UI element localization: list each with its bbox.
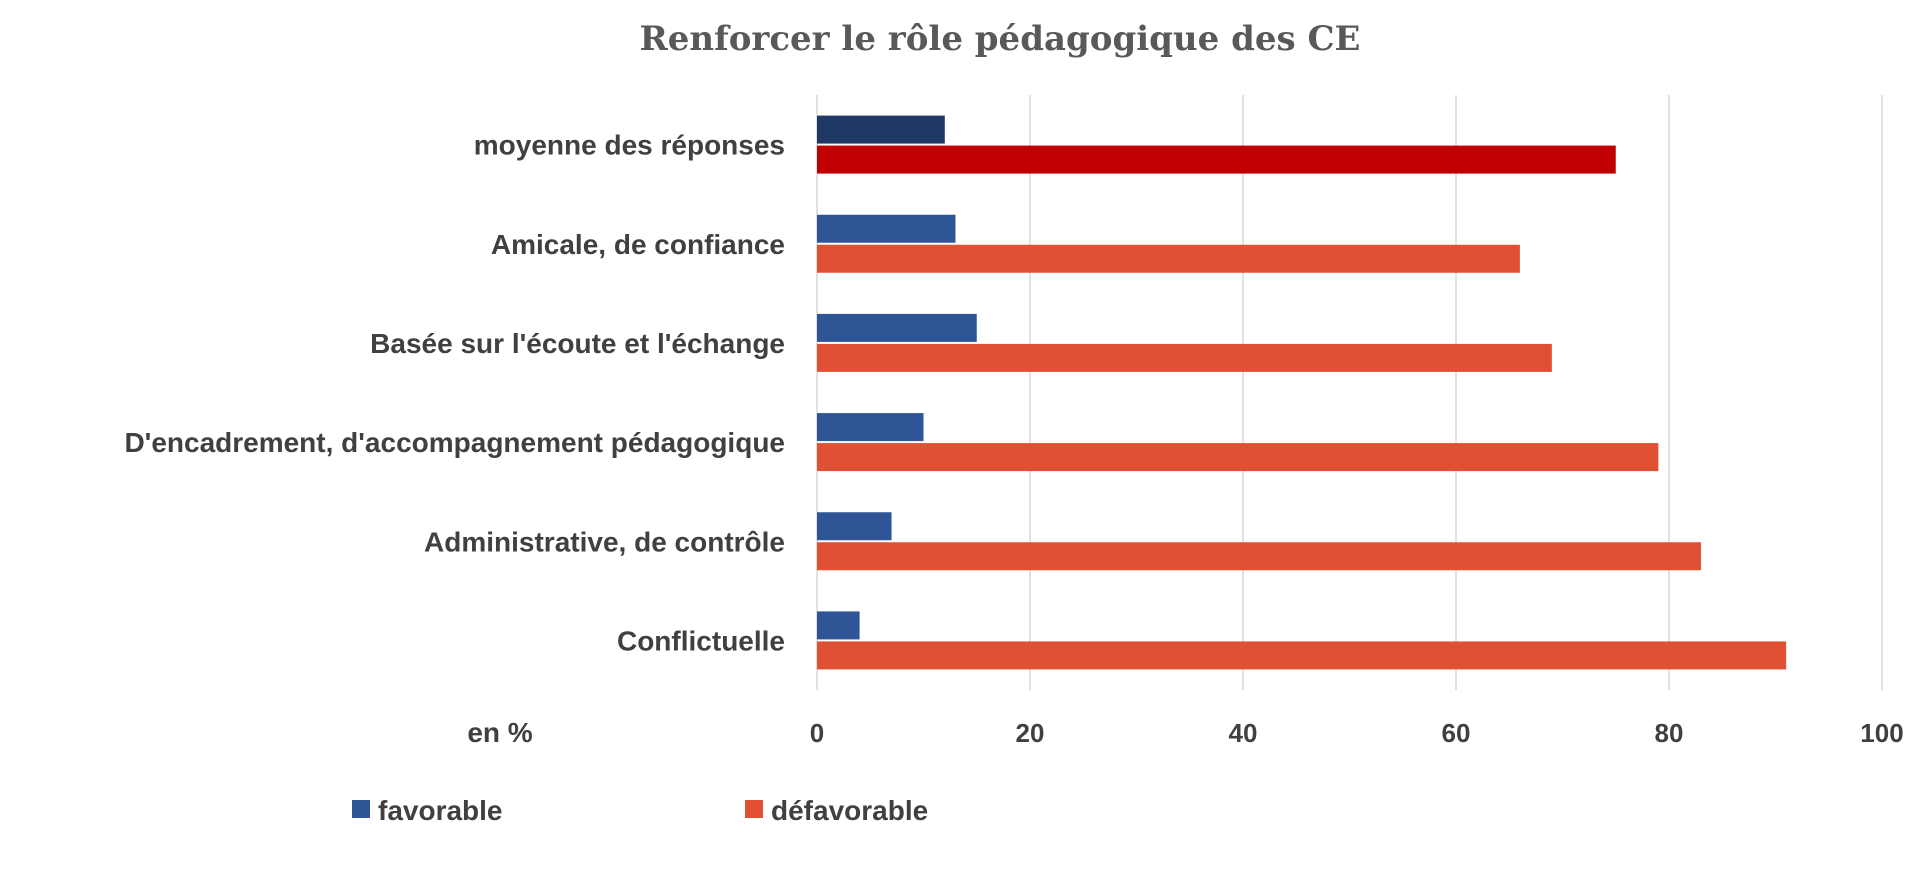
category-label: moyenne des réponses (474, 130, 785, 161)
bar-favorable-amicale-de-confiance (817, 214, 956, 243)
category-label: Administrative, de contrôle (424, 526, 785, 557)
category-label: Conflictuelle (617, 625, 785, 656)
x-tick-label: 100 (1860, 718, 1903, 748)
category-label: Amicale, de confiance (491, 229, 785, 260)
x-tick-label: 0 (810, 718, 824, 748)
category-label: D'encadrement, d'accompagnement pédagogi… (124, 427, 785, 458)
legend-label-defavorable: défavorable (771, 795, 928, 826)
category-label: Basée sur l'écoute et l'échange (370, 328, 785, 359)
gridlines (816, 95, 1883, 690)
legend-swatch-favorable (352, 800, 370, 818)
category-labels: moyenne des réponses Amicale, de confianc… (124, 130, 785, 657)
chart-title: Renforcer le rôle pédagogique des CE (640, 19, 1361, 59)
bar-defavorable-d-encadrement-d-accompagnement-pedagogique (817, 443, 1659, 472)
bar-favorable-administrative-de-controle (817, 512, 892, 541)
bar-defavorable-conflictuelle (817, 641, 1787, 670)
bar-favorable-d-encadrement-d-accompagnement-pedagogique (817, 413, 924, 442)
bar-favorable-moyenne-des-reponses (817, 115, 945, 144)
legend-label-favorable: favorable (378, 795, 503, 826)
x-tick-label: 60 (1442, 718, 1471, 748)
bar-defavorable-moyenne-des-reponses (817, 145, 1616, 174)
legend-swatch-defavorable (745, 800, 763, 818)
bar-favorable-conflictuelle (817, 611, 860, 640)
bars (817, 115, 1787, 670)
bar-defavorable-administrative-de-controle (817, 542, 1701, 571)
unit-label: en % (467, 717, 532, 748)
legend: favorable défavorable (352, 795, 928, 826)
bar-defavorable-basee-sur-l-ecoute-et-l-echange (817, 343, 1552, 372)
x-tick-label: 20 (1016, 718, 1045, 748)
bar-favorable-basee-sur-l-ecoute-et-l-echange (817, 313, 977, 342)
x-tick-labels: 0 20 40 60 80 100 (810, 718, 1904, 748)
bar-defavorable-amicale-de-confiance (817, 244, 1520, 273)
x-tick-label: 40 (1229, 718, 1258, 748)
x-tick-label: 80 (1655, 718, 1684, 748)
